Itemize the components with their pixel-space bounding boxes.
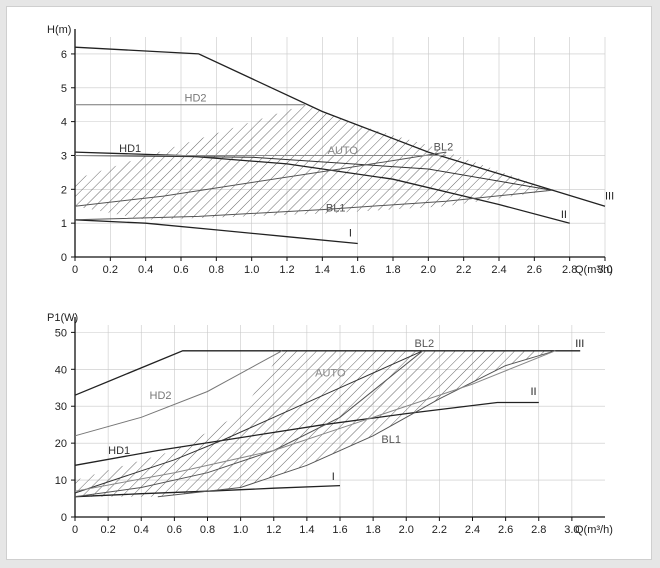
x-tick-label: 1.4 (299, 524, 314, 536)
series-label-hd2: HD2 (150, 390, 172, 402)
y-tick-label: 4 (61, 117, 67, 129)
x-tick-label: 0 (72, 524, 78, 536)
series-label-i: I (332, 471, 335, 483)
series-line-iii (74, 350, 581, 396)
x-tick-label: 0 (72, 264, 78, 276)
y-axis-label: P1(W) (47, 312, 78, 324)
x-tick-label: 0.6 (167, 524, 182, 536)
hatched-auto-region (75, 104, 552, 220)
x-tick-label: 3.0 (597, 264, 612, 276)
hatched-auto-region (75, 350, 556, 497)
y-tick-label: 30 (55, 401, 67, 413)
y-tick-label: 1 (61, 218, 67, 230)
series-line-bl2 (74, 151, 447, 207)
series-line-ii (74, 151, 570, 224)
series-label-bl1: BL1 (381, 434, 401, 446)
x-tick-label: 0.4 (134, 524, 149, 536)
series-label-iii: III (605, 190, 614, 202)
x-tick-label: 2.2 (432, 524, 447, 536)
x-tick-label: 1.6 (350, 264, 365, 276)
series-label-iii: III (575, 338, 584, 350)
x-tick-label: 0.4 (138, 264, 153, 276)
y-tick-label: 0 (61, 512, 67, 524)
x-tick-label: 1.4 (315, 264, 330, 276)
y-tick-label: 50 (55, 327, 67, 339)
series-label-ii: II (561, 209, 567, 221)
x-tick-label: 1.8 (385, 264, 400, 276)
x-tick-label: 2.6 (498, 524, 513, 536)
series-line-hd1 (74, 155, 553, 191)
x-tick-label: 0.8 (209, 264, 224, 276)
series-line-ii (74, 401, 539, 466)
series-label-bl1: BL1 (326, 202, 346, 214)
y-axis-label: H(m) (47, 24, 71, 36)
series-line-hd1 (74, 350, 424, 494)
x-tick-label: 1.0 (244, 264, 259, 276)
y-tick-label: 40 (55, 364, 67, 376)
y-tick-label: 6 (61, 49, 67, 61)
x-tick-label: 1.0 (233, 524, 248, 536)
series-line-bl1 (157, 350, 556, 498)
x-tick-label: 2.0 (399, 524, 414, 536)
x-tick-label: 1.6 (332, 524, 347, 536)
x-tick-label: 2.4 (491, 264, 506, 276)
figure-frame: 0 0.2 0.4 0.6 0.8 1.0 1.2 1.4 1.6 1.8 2.0 2.2 2.4 2.6… (6, 6, 652, 560)
series-line-bl2 (74, 350, 424, 498)
x-tick-label: 2.6 (527, 264, 542, 276)
series-line-iii (74, 46, 606, 207)
x-axis-label: Q(m³/h) (575, 524, 613, 536)
series-label-hd1: HD1 (119, 143, 141, 155)
x-tick-label: 2.2 (456, 264, 471, 276)
x-tick-label: 1.2 (279, 264, 294, 276)
x-tick-label: 0.6 (173, 264, 188, 276)
x-axis-label: Q(m³/h) (575, 264, 613, 276)
series-line-i (74, 219, 358, 245)
x-tick-label: 1.2 (266, 524, 281, 536)
series-label-bl2: BL2 (415, 338, 435, 350)
x-tick-label: 0.2 (100, 524, 115, 536)
y-tick-label: 10 (55, 475, 67, 487)
power-flow-chart: 0 0.2 0.4 0.6 0.8 1.0 1.2 1.4 1.6 1.8 2.0 2.2 2.4 2.6… (47, 312, 613, 536)
pump-performance-charts: 0 0.2 0.4 0.6 0.8 1.0 1.2 1.4 1.6 1.8 2.0 2.2 2.4 2.6… (47, 24, 614, 536)
x-tick-label: 0.8 (200, 524, 215, 536)
y-tick-label: 2 (61, 184, 67, 196)
series-label-bl2: BL2 (434, 141, 454, 153)
series-label-ii: II (530, 386, 536, 398)
series-line-bl1 (74, 189, 553, 221)
head-flow-chart: 0 0.2 0.4 0.6 0.8 1.0 1.2 1.4 1.6 1.8 2.0 2.2 2.4 2.6… (47, 24, 614, 276)
series-label-i: I (349, 228, 352, 240)
x-tick-label: 0.2 (103, 264, 118, 276)
y-tick-label: 5 (61, 83, 67, 95)
x-tick-label: 2.4 (465, 524, 480, 536)
x-tick-label: 2.0 (421, 264, 436, 276)
y-tick-label: 0 (61, 252, 67, 264)
x-tick-label: 3.0 (564, 524, 579, 536)
series-line-hd2 (74, 350, 283, 437)
series-line-auto (74, 350, 556, 492)
y-tick-label: 3 (61, 150, 67, 162)
x-tick-label: 1.8 (365, 524, 380, 536)
series-label-hd2: HD2 (185, 92, 207, 104)
y-tick-label: 20 (55, 438, 67, 450)
x-tick-label: 2.8 (562, 264, 577, 276)
series-label-hd1: HD1 (108, 445, 130, 457)
x-tick-label: 2.8 (531, 524, 546, 536)
series-label-auto: AUTO (315, 368, 346, 380)
series-label-auto: AUTO (328, 145, 359, 157)
